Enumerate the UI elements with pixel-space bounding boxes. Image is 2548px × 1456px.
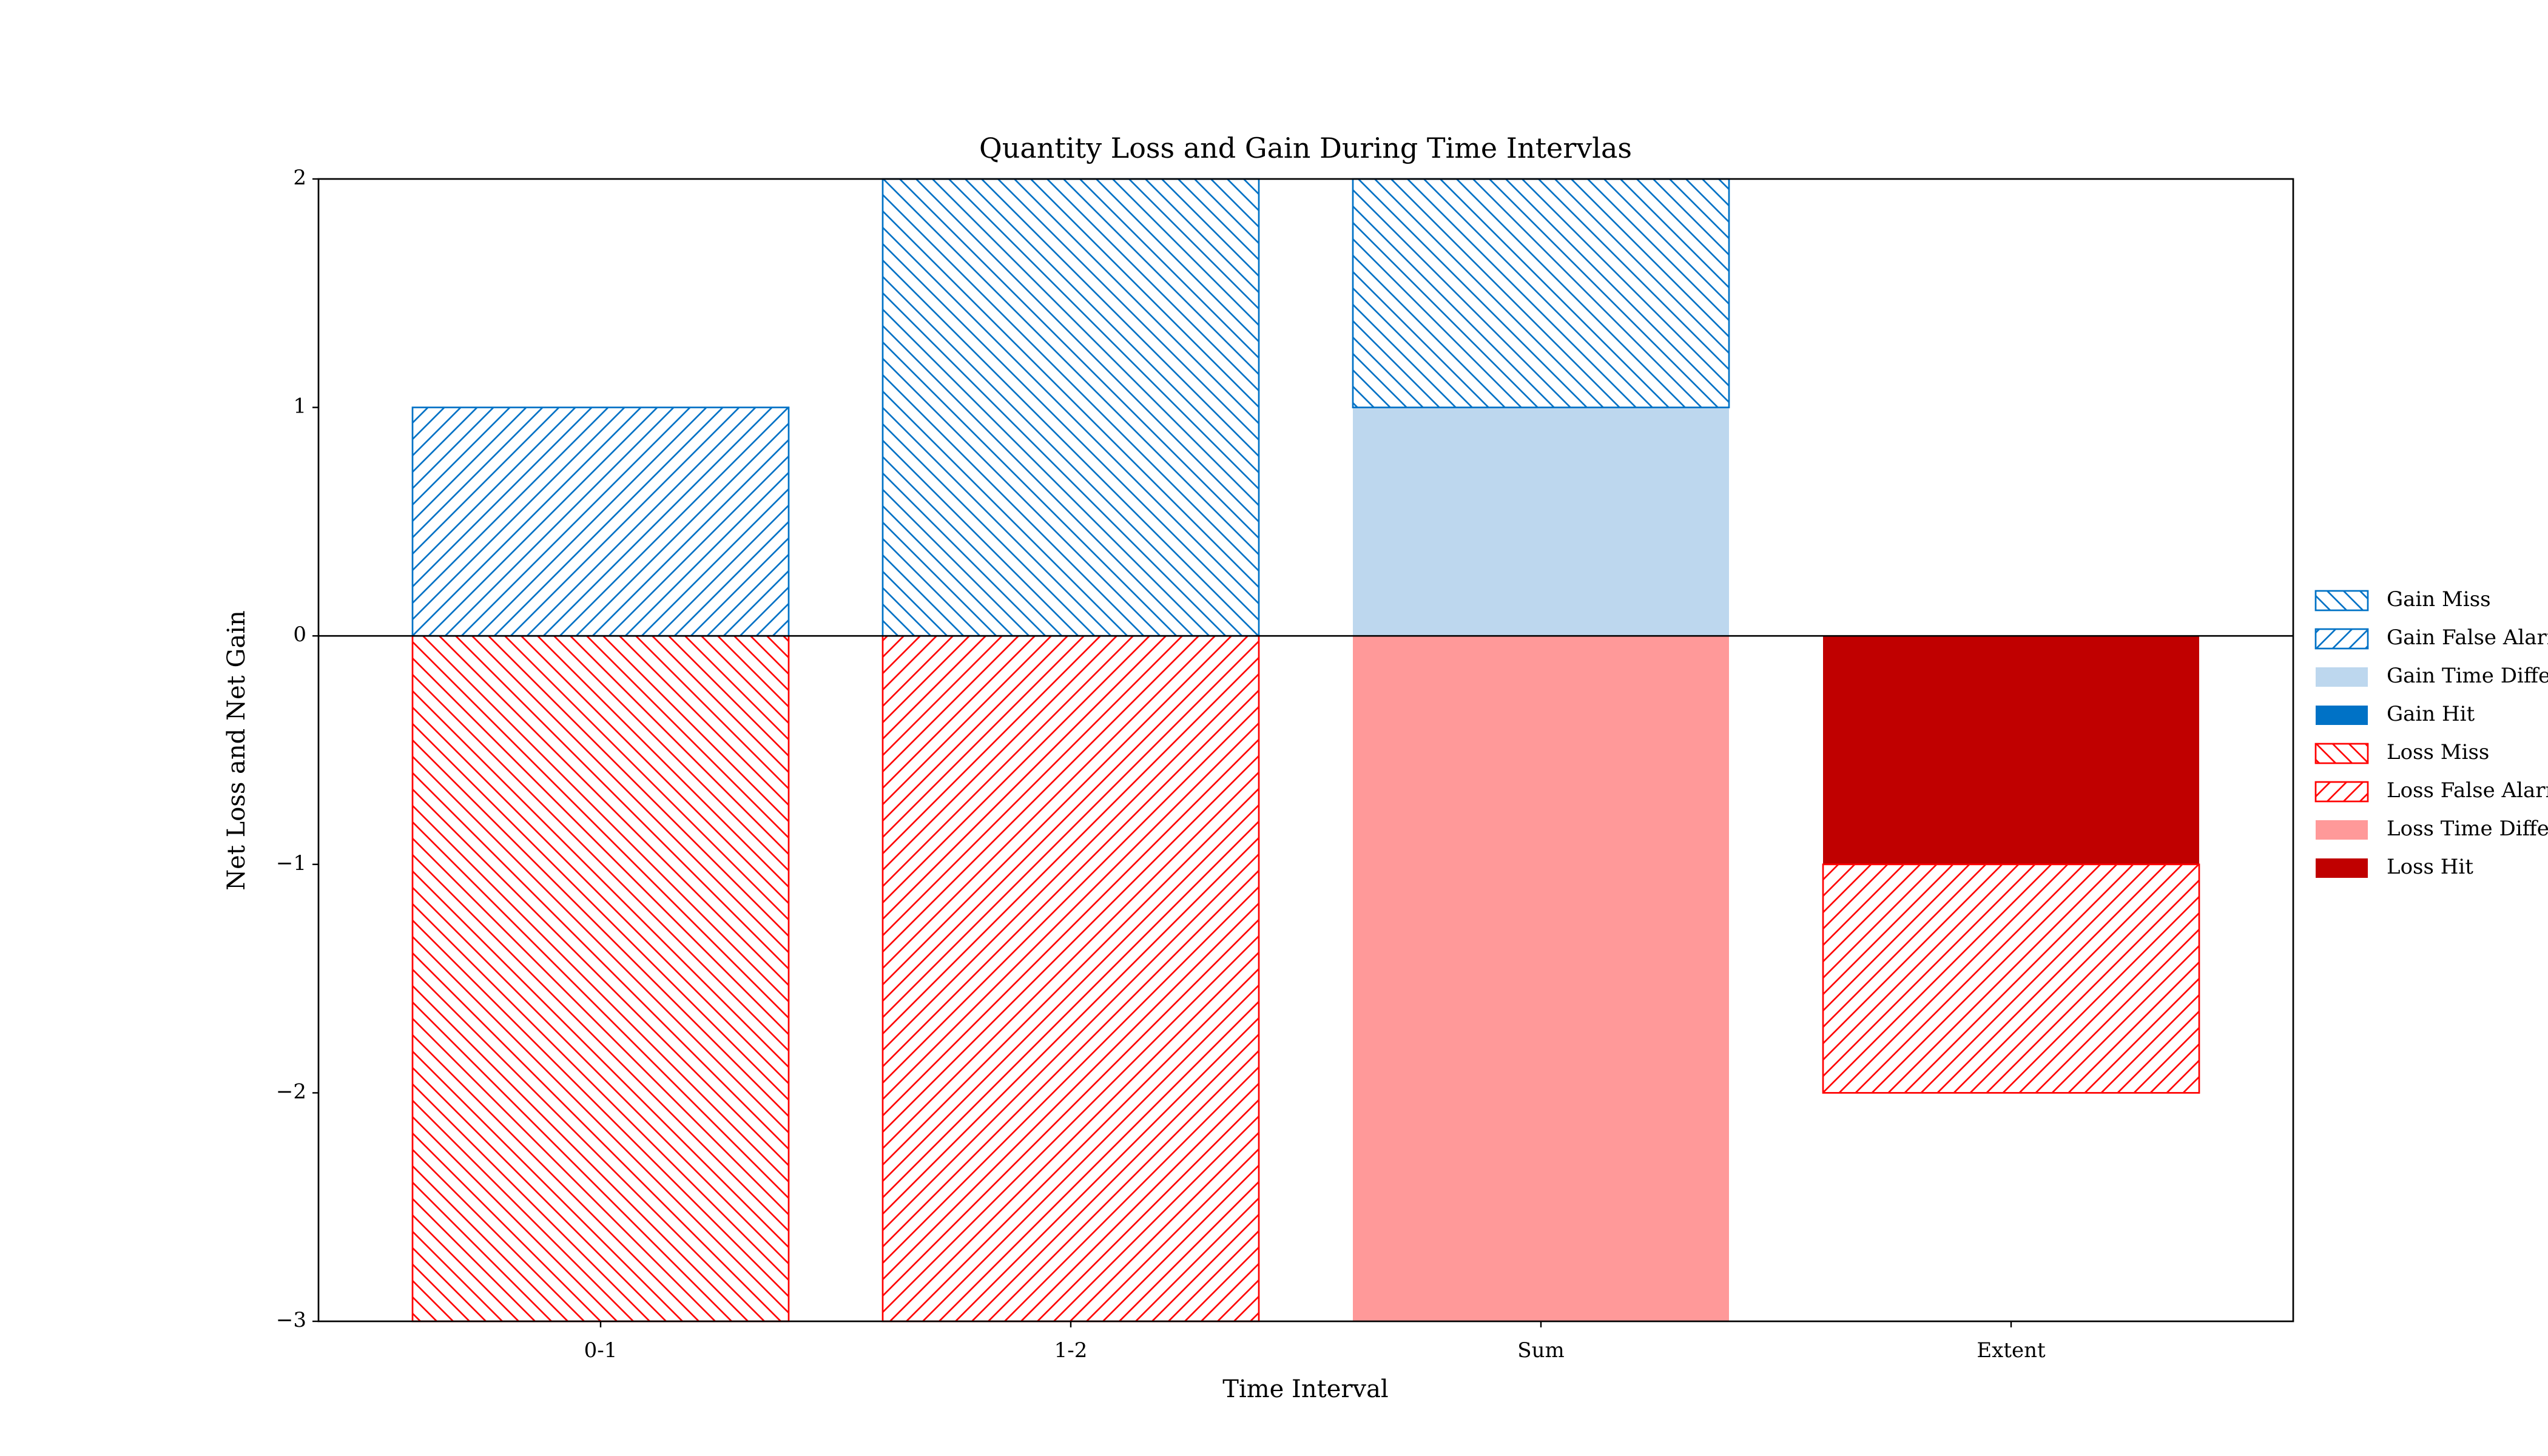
legend-swatch bbox=[2314, 628, 2369, 650]
bar-segment bbox=[1823, 636, 2199, 864]
x-tick-label: 0-1 bbox=[584, 1338, 618, 1363]
legend-label: Gain Time Difference bbox=[2387, 664, 2548, 688]
legend-swatch bbox=[2314, 590, 2369, 612]
x-tick-label: 1-2 bbox=[1054, 1338, 1088, 1363]
legend-swatch bbox=[2314, 781, 2369, 803]
legend-label: Loss False Alarm bbox=[2387, 778, 2548, 803]
legend-swatch bbox=[2314, 743, 2369, 764]
legend-swatch bbox=[2316, 820, 2368, 840]
legend-label: Gain Miss bbox=[2387, 587, 2491, 612]
plot-frame bbox=[317, 178, 2294, 1323]
y-tick-label: 2 bbox=[293, 166, 306, 190]
legend-label: Loss Miss bbox=[2387, 740, 2489, 764]
y-tick-label: −1 bbox=[276, 851, 306, 875]
bar-segment bbox=[1353, 636, 1729, 1321]
x-tick-label: Sum bbox=[1517, 1338, 1564, 1363]
legend-label: Gain Hit bbox=[2387, 702, 2475, 726]
x-tick-label: Extent bbox=[1977, 1338, 2046, 1363]
y-tick-label: −3 bbox=[276, 1308, 306, 1332]
y-tick-label: −2 bbox=[276, 1079, 306, 1104]
legend-label: Loss Time Difference bbox=[2387, 817, 2548, 841]
bar-segment bbox=[411, 635, 790, 1323]
chart-title: Quantity Loss and Gain During Time Inter… bbox=[979, 132, 1632, 164]
legend-swatch bbox=[2316, 706, 2368, 725]
y-tick-label: 0 bbox=[293, 622, 306, 647]
y-tick-label: 1 bbox=[293, 394, 306, 419]
legend-swatch bbox=[2316, 858, 2368, 878]
legend-label: Gain False Alarm bbox=[2387, 625, 2548, 650]
bar-segment bbox=[1352, 178, 1730, 408]
bar-segment bbox=[881, 178, 1260, 637]
legend-swatch bbox=[2316, 667, 2368, 687]
legend-label: Loss Hit bbox=[2387, 855, 2473, 879]
x-axis-label: Time Interval bbox=[1222, 1375, 1388, 1403]
bar-segment bbox=[1353, 407, 1729, 636]
y-axis-label: Net Loss and Net Gain bbox=[223, 610, 251, 891]
bar-segment bbox=[881, 635, 1260, 1323]
bar-segment bbox=[411, 406, 790, 637]
bar-segment bbox=[1822, 863, 2200, 1094]
